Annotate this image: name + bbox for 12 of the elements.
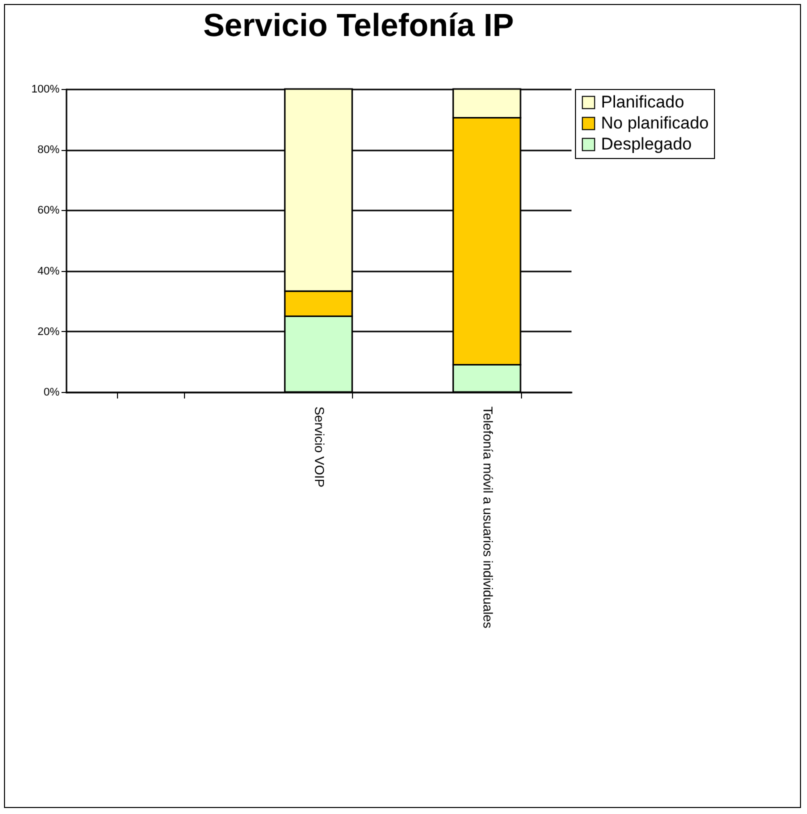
y-tick-label: 0% (44, 386, 60, 398)
x-tick-label: Telefonía móvil a usuarios individuales (480, 406, 496, 629)
y-tick-label: 40% (37, 265, 60, 278)
legend-label: Desplegado (601, 134, 692, 154)
y-tick-label: 20% (37, 326, 60, 338)
x-tick-label: Servicio VOIP (312, 406, 327, 488)
legend-label: No planificado (601, 114, 709, 132)
y-tick-label: 60% (37, 204, 60, 217)
legend-label: Planificado (601, 92, 684, 112)
y-tick-label: 80% (37, 144, 60, 156)
y-tick-label: 100% (31, 84, 60, 96)
chart-title: Servicio Telefonía IP (203, 7, 514, 43)
